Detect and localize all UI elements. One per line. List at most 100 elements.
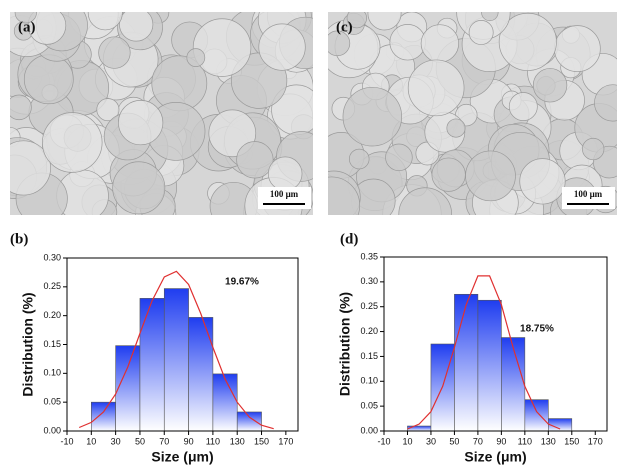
- x-tick-label: 90: [496, 436, 506, 446]
- cell: [42, 112, 103, 173]
- bar: [477, 299, 502, 432]
- cell: [10, 140, 51, 196]
- bar: [501, 337, 526, 432]
- y-tick-label: 0.20: [360, 326, 378, 336]
- x-tick-label: 130: [230, 436, 245, 446]
- cell: [582, 137, 605, 161]
- x-tick-label: 90: [184, 436, 194, 446]
- cell: [594, 84, 617, 122]
- x-tick-label: 130: [541, 436, 556, 446]
- y-tick-label: 0.10: [43, 368, 61, 378]
- fit-curve: [78, 270, 274, 430]
- cell: [87, 12, 123, 31]
- cell: [192, 18, 252, 77]
- cell: [98, 36, 131, 69]
- x-tick-label: 150: [564, 436, 579, 446]
- bar: [163, 288, 189, 432]
- x-tick-label: 10: [86, 436, 96, 446]
- cell: [446, 118, 466, 138]
- y-axis-title: Distribution (%): [337, 292, 353, 396]
- y-tick-label: 0.25: [43, 281, 61, 291]
- x-tick-label: 110: [518, 436, 532, 446]
- cell: [236, 141, 274, 179]
- cell: [498, 12, 557, 71]
- cell: [465, 150, 516, 202]
- x-tick-label: 110: [206, 436, 220, 446]
- bar: [407, 425, 432, 432]
- scale-bar-label: 100 μm: [270, 189, 299, 199]
- cell: [508, 92, 538, 121]
- cell: [554, 25, 601, 72]
- y-tick-label: 0.10: [360, 376, 378, 386]
- bar: [454, 293, 479, 432]
- bar: [548, 418, 573, 432]
- cell: [328, 176, 361, 215]
- panel-label: (c): [336, 19, 353, 35]
- y-tick-label: 0.05: [43, 397, 61, 407]
- cell: [348, 148, 370, 170]
- bar: [115, 345, 141, 432]
- cell: [398, 187, 452, 215]
- cell: [367, 12, 402, 31]
- panel-label: (b): [10, 231, 28, 247]
- x-tick-label: 70: [473, 436, 483, 446]
- y-tick-label: 0.15: [360, 351, 378, 361]
- annotation: 19.67%: [225, 277, 259, 288]
- cell: [342, 86, 403, 147]
- y-axis-title: Distribution (%): [20, 292, 36, 396]
- y-tick-label: 0.35: [360, 251, 378, 261]
- cell: [186, 48, 206, 67]
- cell: [27, 12, 67, 45]
- bar: [236, 411, 262, 432]
- x-tick-label: 150: [254, 436, 269, 446]
- y-tick-label: 0.30: [43, 252, 61, 262]
- cell: [420, 24, 460, 63]
- panel-label: (a): [18, 19, 36, 35]
- fit-curve: [407, 275, 561, 430]
- cell: [10, 94, 32, 121]
- cell: [119, 12, 154, 42]
- cell: [258, 23, 306, 71]
- cell: [389, 24, 426, 61]
- x-tick-label: 10: [402, 436, 412, 446]
- cell: [385, 143, 413, 172]
- cell: [519, 158, 566, 205]
- annotation: 18.75%: [520, 324, 554, 335]
- x-axis-title: Size (μm): [464, 449, 526, 465]
- x-tick-label: 170: [588, 436, 603, 446]
- cell: [481, 12, 499, 22]
- cell: [407, 59, 465, 117]
- y-tick-label: 0.00: [43, 425, 61, 435]
- cell: [14, 12, 37, 24]
- y-tick-label: 0.00: [360, 425, 378, 435]
- y-tick-label: 0.05: [360, 401, 378, 411]
- cell: [468, 20, 494, 45]
- panel-label: (d): [340, 231, 358, 247]
- y-tick-label: 0.25: [360, 301, 378, 311]
- x-tick-label: 70: [159, 436, 169, 446]
- cell: [112, 161, 166, 215]
- y-tick-label: 0.20: [43, 310, 61, 320]
- cell: [532, 68, 568, 103]
- cell: [346, 12, 367, 29]
- bar: [212, 373, 238, 432]
- cell: [23, 54, 74, 105]
- y-tick-label: 0.15: [43, 339, 61, 349]
- scale-bar-label: 100 μm: [574, 189, 603, 199]
- cell: [431, 157, 466, 192]
- x-tick-label: 50: [135, 436, 145, 446]
- micrograph: [10, 12, 313, 215]
- cell: [328, 30, 351, 57]
- x-tick-label: -10: [377, 436, 390, 446]
- cell: [96, 98, 120, 122]
- x-tick-label: -10: [60, 436, 73, 446]
- x-tick-label: 30: [111, 436, 121, 446]
- bar: [188, 317, 214, 432]
- plot-frame: [383, 256, 608, 432]
- bar: [91, 401, 116, 432]
- cell: [267, 156, 303, 191]
- bar: [524, 399, 549, 432]
- x-tick-label: 170: [278, 436, 293, 446]
